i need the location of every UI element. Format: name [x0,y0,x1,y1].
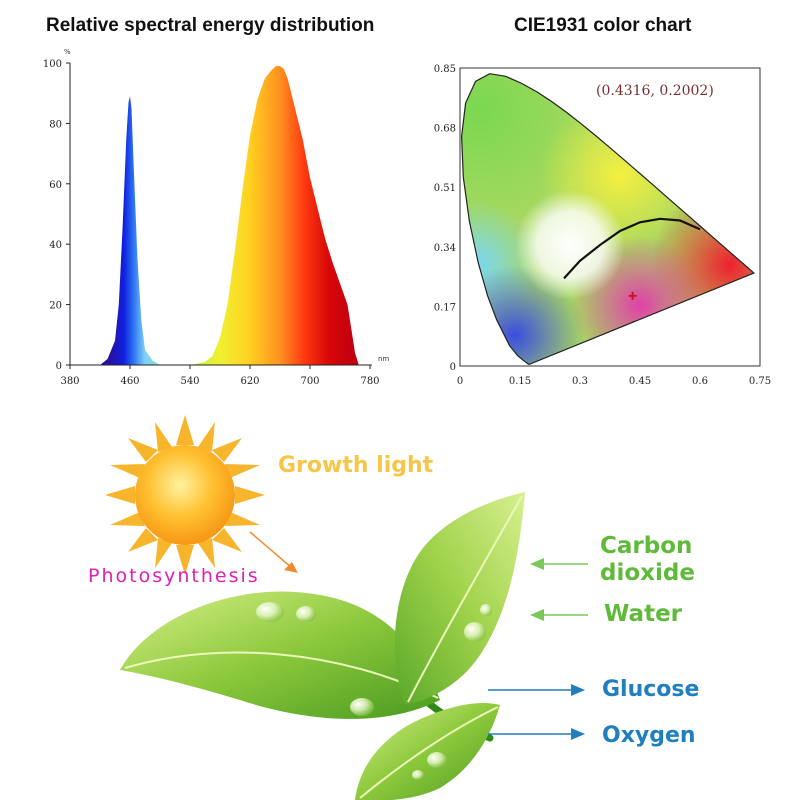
y-tick-label: 80 [49,119,62,130]
x-tick-label: 780 [360,376,379,387]
photosynthesis-arrow-icon [249,531,298,573]
cie-y-tick-label: 0.85 [434,64,456,75]
spectrum-chart: 380 460 540 620 700 780 0 20 40 60 80 100 % nm [43,48,390,387]
leaf-bottom-icon [355,703,500,800]
carbon-dioxide-label: Carbon dioxide [600,533,695,586]
x-tick-label: 700 [300,376,319,387]
y-tick-label: 100 [43,59,62,70]
chromaticity-coordinate-label: (0.4316, 0.2002) [596,83,714,99]
leaf-large-icon [120,591,440,719]
spectrum-area [100,66,359,365]
water-label: Water [604,601,683,627]
cie-x-tick-label: 0.6 [692,376,708,387]
x-tick-label: 460 [120,376,139,387]
photosynthesis-label: Photosynthesis [88,565,260,587]
glucose-label: Glucose [602,677,700,702]
y-tick-label: 40 [49,240,62,251]
cie-gamut-outline [460,73,756,365]
cie-frame [459,67,761,367]
cie-x-tick-label: 0.75 [749,376,771,387]
cie-y-tick-label: 0.34 [434,243,456,254]
spectrum-chart-title: Relative spectral energy distribution [46,15,375,36]
spectrum-ylabel: % [64,48,71,56]
y-tick-label: 0 [56,361,62,372]
cie-chart: (0.4316, 0.2002) 0 0.15 0.3 0.45 0.6 0.75 0 0.1… [434,64,771,387]
oxygen-label: Oxygen [602,723,696,748]
oxygen-arrow-icon [488,728,585,740]
sun-icon [105,415,265,575]
photosynthesis-illustration [105,415,588,800]
y-tick-label: 60 [49,180,62,191]
chromaticity-point [628,291,637,300]
x-tick-label: 620 [240,376,259,387]
x-tick-label: 540 [180,376,199,387]
glucose-arrow-icon [488,684,585,696]
cie-y-tick-label: 0.51 [434,183,456,194]
cie-x-tick-label: 0.3 [572,376,588,387]
planckian-locus [563,217,701,280]
cie-y-tick-label: 0.17 [434,302,456,313]
water-drop-icons [256,602,492,780]
y-tick-label: 20 [49,301,62,312]
cie-y-tick-label: 0.68 [434,124,456,135]
cie-x-tick-label: 0 [457,376,463,387]
cie-x-tick-label: 0.45 [629,376,651,387]
growth-light-label: Growth light [278,453,434,478]
cie-y-tick-label: 0 [450,362,456,373]
carbon-dioxide-arrow-icon [530,558,588,570]
water-arrow-icon [530,609,588,621]
x-tick-label: 380 [60,376,79,387]
leaf-top-icon [394,492,525,705]
cie-x-tick-label: 0.15 [509,376,531,387]
spectrum-xlabel: nm [378,355,389,363]
cie-chart-title: CIE1931 color chart [514,15,692,36]
